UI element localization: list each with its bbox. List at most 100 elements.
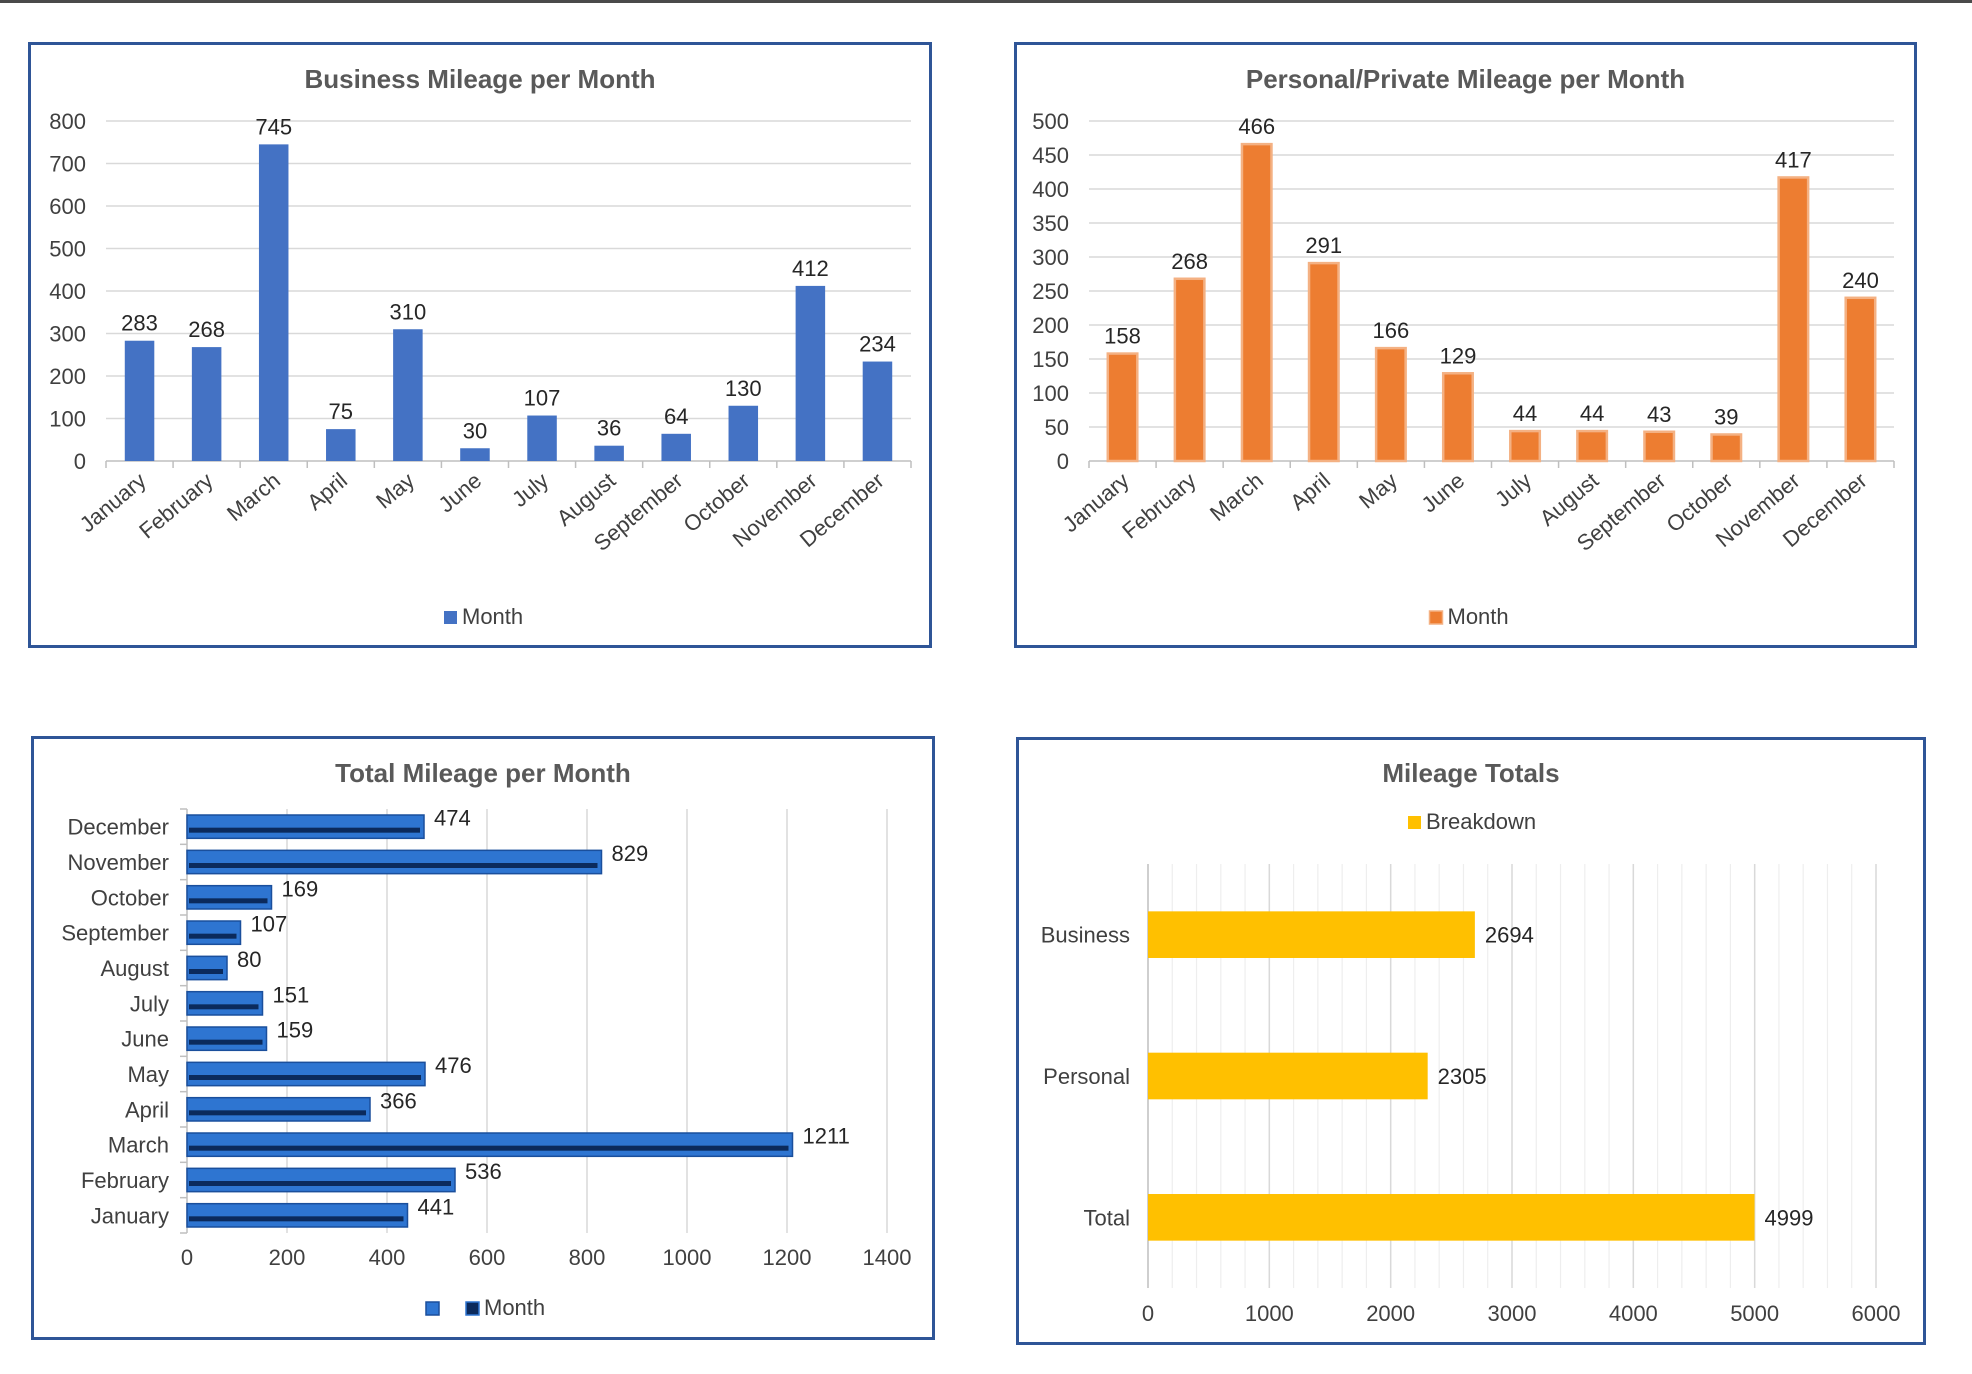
y-tick-label-june: June: [121, 1027, 169, 1052]
bar-june: [460, 448, 490, 461]
business-mileage-chart: Business Mileage per Month 0 100 200 300 400 5…: [28, 42, 932, 648]
data-label-june: 159: [277, 1018, 314, 1043]
bar-july: [527, 415, 557, 461]
x-tick-label-february: February: [1117, 468, 1201, 544]
data-label-january: 283: [121, 311, 158, 336]
x-tick-label: 1400: [863, 1245, 912, 1270]
y-tick-label: 150: [1032, 347, 1069, 372]
bar-october: [728, 405, 759, 461]
bar-inner-august: [189, 969, 223, 974]
bar-november: [1777, 176, 1810, 463]
data-label-june: 129: [1440, 343, 1477, 368]
x-tick-label-june: June: [1417, 468, 1470, 518]
x-tick-label: 6000: [1852, 1301, 1901, 1326]
legend-swatch: [1408, 816, 1421, 829]
data-label-july: 107: [524, 386, 561, 411]
bar-october: [1710, 433, 1743, 463]
y-tick-label: 200: [1032, 313, 1069, 338]
data-label-november: 417: [1775, 147, 1812, 172]
bar-march: [186, 1132, 794, 1158]
data-label-march: 1211: [803, 1124, 850, 1149]
bar-august: [186, 955, 228, 981]
bar-april: [186, 1096, 371, 1122]
mileage-totals-chart: Mileage Totals 0 1000 2000 3000 4000 5000 6000 2…: [1016, 737, 1926, 1345]
bar-august: [1576, 429, 1609, 463]
x-tick-label: 3000: [1488, 1301, 1537, 1326]
x-tick-label-april: April: [1285, 468, 1335, 515]
x-tick-label: 2000: [1366, 1301, 1415, 1326]
bar-january: [186, 1202, 409, 1228]
bar-december: [862, 361, 893, 461]
y-tick-label: 400: [1032, 177, 1069, 202]
bar-february: [191, 347, 222, 461]
x-tick-label: 400: [369, 1245, 406, 1270]
y-tick-label-march: March: [108, 1133, 169, 1158]
data-label-august: 44: [1580, 401, 1604, 426]
x-tick-label: 200: [269, 1245, 306, 1270]
y-tick-label-may: May: [127, 1062, 169, 1087]
x-tick-label: 800: [569, 1245, 606, 1270]
data-label-august: 80: [237, 947, 261, 972]
x-tick-label: 0: [181, 1245, 193, 1270]
data-label-february: 268: [188, 317, 225, 342]
total-mileage-svg: Total Mileage per Month 0 200 400 600 800 1000…: [61, 758, 912, 1320]
bar-december: [186, 814, 425, 840]
y-tick-label: 450: [1032, 143, 1069, 168]
data-label-september: 107: [251, 912, 288, 937]
y-tick-label: 600: [49, 194, 86, 219]
x-tick-label-july: July: [507, 468, 553, 512]
y-tick-label: 300: [1032, 245, 1069, 270]
legend-label: Breakdown: [1426, 809, 1536, 834]
bar-july: [186, 990, 264, 1016]
data-label-july: 151: [273, 982, 310, 1007]
bar-september: [1643, 430, 1676, 463]
x-tick-label: 0: [1142, 1301, 1154, 1326]
bar-june: [186, 1026, 268, 1052]
y-tick-label: 800: [49, 109, 86, 134]
bar-july: [1509, 429, 1542, 463]
bar-march: [258, 144, 289, 461]
bar-inner-september: [189, 933, 237, 939]
total-mileage-chart: Total Mileage per Month 0 200 400 600 800 1000…: [31, 736, 935, 1340]
x-tick-label-july: July: [1490, 468, 1536, 512]
data-label-october: 39: [1714, 404, 1738, 429]
data-label-may: 166: [1373, 318, 1410, 343]
y-tick-label-february: February: [81, 1168, 169, 1193]
data-label-may: 476: [435, 1053, 472, 1078]
x-tick-label: 1200: [763, 1245, 812, 1270]
y-tick-label: 250: [1032, 279, 1069, 304]
chart-title: Business Mileage per Month: [304, 64, 655, 94]
data-label-december: 474: [434, 806, 471, 831]
data-label-september: 64: [664, 404, 688, 429]
data-label-april: 291: [1305, 233, 1342, 258]
bar-september: [186, 920, 242, 946]
bar-personal: [1148, 1052, 1428, 1100]
bar-november: [186, 849, 603, 875]
data-label-october: 130: [725, 376, 762, 401]
bar-december: [1844, 296, 1877, 463]
y-tick-label: 50: [1045, 415, 1069, 440]
data-label-march: 745: [255, 114, 292, 139]
data-label-business: 2694: [1485, 923, 1534, 948]
mileage-totals-svg: Mileage Totals 0 1000 2000 3000 4000 5000 6000 2…: [1041, 758, 1901, 1326]
y-tick-label-business: Business: [1041, 923, 1130, 948]
data-label-november: 829: [612, 841, 649, 866]
business-mileage-svg: Business Mileage per Month 0 100 200 300 400 5…: [49, 64, 912, 629]
x-tick-label-march: March: [222, 468, 285, 526]
y-tick-label: 500: [1032, 109, 1069, 134]
legend-label: Month: [484, 1295, 545, 1320]
data-label-october: 169: [282, 876, 319, 901]
data-label-may: 310: [390, 299, 427, 324]
x-tick-label-april: April: [302, 468, 352, 515]
y-tick-label: 100: [49, 407, 86, 432]
bar-inner-may: [189, 1075, 421, 1080]
data-label-april: 75: [329, 399, 353, 424]
y-tick-label: 350: [1032, 211, 1069, 236]
y-tick-label: 400: [49, 279, 86, 304]
top-border-strip: [0, 0, 1972, 3]
bar-inner-march: [189, 1145, 789, 1151]
bar-inner-april: [189, 1110, 366, 1116]
x-tick-label-march: March: [1205, 468, 1268, 526]
y-tick-label-december: December: [68, 815, 169, 840]
legend-swatch: [1428, 610, 1444, 625]
